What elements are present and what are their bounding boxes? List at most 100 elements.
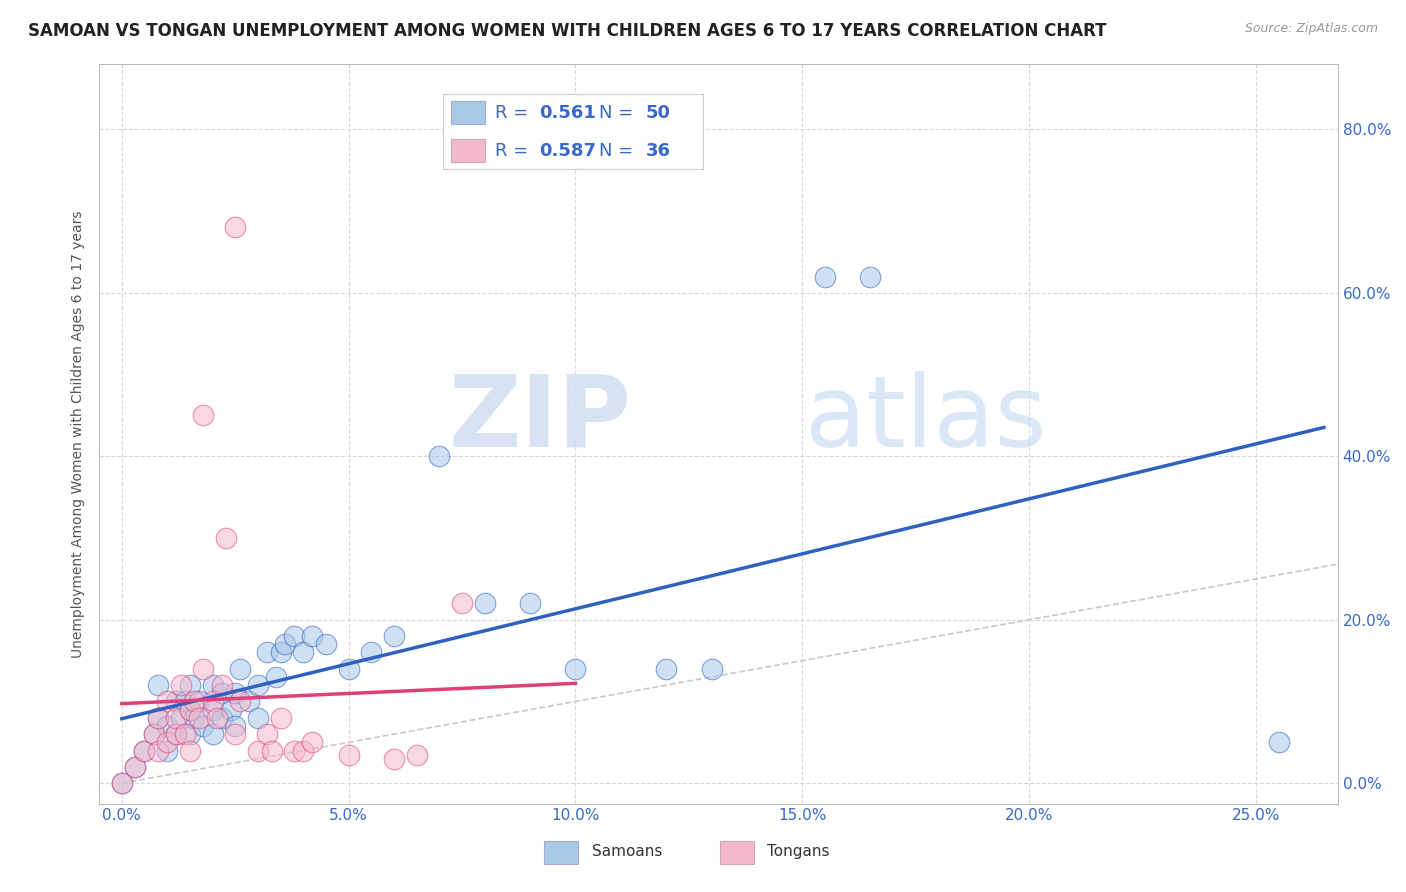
Point	[134, 743, 156, 757]
Point	[283, 743, 305, 757]
Point	[229, 694, 252, 708]
Point	[270, 645, 292, 659]
Point	[134, 743, 156, 757]
Point	[174, 727, 197, 741]
Point	[360, 645, 382, 659]
Text: 0.561: 0.561	[538, 103, 596, 121]
Point	[315, 637, 337, 651]
Text: ZIP: ZIP	[449, 370, 631, 467]
Point	[183, 711, 205, 725]
Point	[124, 760, 146, 774]
Point	[256, 645, 278, 659]
Point	[111, 776, 134, 790]
Text: 50: 50	[645, 103, 671, 121]
Point	[301, 735, 323, 749]
Text: R =: R =	[495, 103, 534, 121]
Point	[224, 727, 246, 741]
Point	[156, 743, 179, 757]
Point	[142, 727, 165, 741]
Point	[229, 662, 252, 676]
Point	[201, 727, 224, 741]
Point	[170, 678, 193, 692]
Point	[179, 727, 201, 741]
Point	[301, 629, 323, 643]
Point	[179, 703, 201, 717]
FancyBboxPatch shape	[451, 139, 485, 161]
Text: Tongans: Tongans	[768, 845, 830, 859]
Text: 36: 36	[645, 142, 671, 160]
Point	[238, 694, 260, 708]
Point	[156, 719, 179, 733]
Point	[474, 596, 496, 610]
Point	[246, 743, 269, 757]
Point	[246, 711, 269, 725]
Point	[451, 596, 474, 610]
Point	[655, 662, 678, 676]
Point	[382, 629, 405, 643]
Point	[165, 727, 187, 741]
Point	[405, 747, 427, 762]
Point	[700, 662, 723, 676]
Point	[142, 727, 165, 741]
Point	[519, 596, 541, 610]
Point	[201, 703, 224, 717]
Point	[224, 719, 246, 733]
Point	[814, 269, 837, 284]
FancyBboxPatch shape	[451, 101, 485, 124]
Point	[146, 678, 169, 692]
Point	[246, 678, 269, 692]
Point	[193, 409, 215, 423]
Point	[170, 711, 193, 725]
Text: Samoans: Samoans	[592, 845, 662, 859]
Point	[292, 743, 315, 757]
Point	[201, 694, 224, 708]
Point	[146, 743, 169, 757]
Point	[1267, 735, 1289, 749]
Point	[201, 678, 224, 692]
Y-axis label: Unemployment Among Women with Children Ages 6 to 17 years: Unemployment Among Women with Children A…	[72, 211, 86, 657]
Point	[224, 686, 246, 700]
Point	[337, 662, 360, 676]
Point	[179, 703, 201, 717]
Point	[211, 686, 233, 700]
Point	[165, 711, 187, 725]
Point	[187, 711, 209, 725]
Point	[111, 776, 134, 790]
Point	[564, 662, 586, 676]
Text: N =: N =	[599, 142, 638, 160]
Text: atlas: atlas	[806, 370, 1046, 467]
Point	[211, 678, 233, 692]
Text: R =: R =	[495, 142, 534, 160]
Point	[165, 694, 187, 708]
Point	[270, 711, 292, 725]
Point	[156, 694, 179, 708]
FancyBboxPatch shape	[720, 841, 754, 864]
Point	[219, 703, 242, 717]
Point	[187, 694, 209, 708]
Point	[124, 760, 146, 774]
Point	[179, 743, 201, 757]
Point	[429, 450, 451, 464]
Text: 0.587: 0.587	[538, 142, 596, 160]
Point	[179, 678, 201, 692]
Point	[382, 752, 405, 766]
Point	[165, 727, 187, 741]
Point	[193, 719, 215, 733]
Point	[146, 711, 169, 725]
Text: Source: ZipAtlas.com: Source: ZipAtlas.com	[1244, 22, 1378, 36]
Point	[205, 711, 228, 725]
Point	[337, 747, 360, 762]
Point	[256, 727, 278, 741]
Point	[183, 694, 205, 708]
Point	[224, 220, 246, 235]
Point	[215, 531, 238, 545]
Point	[264, 670, 287, 684]
Point	[211, 711, 233, 725]
Point	[156, 735, 179, 749]
Point	[283, 629, 305, 643]
Point	[274, 637, 297, 651]
Point	[146, 711, 169, 725]
Text: N =: N =	[599, 103, 638, 121]
Point	[193, 662, 215, 676]
Point	[292, 645, 315, 659]
